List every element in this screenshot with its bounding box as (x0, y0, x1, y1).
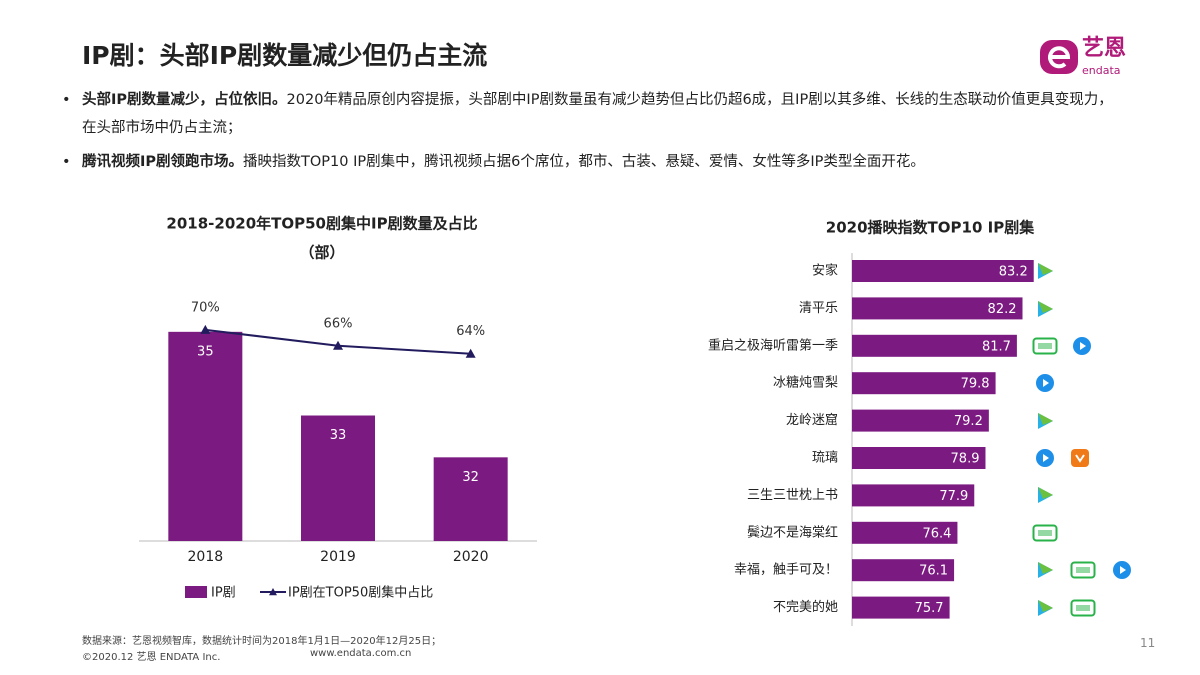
data-label: 66% (324, 316, 353, 331)
data-label: 64% (456, 324, 485, 339)
data-label: 77.9 (939, 489, 968, 504)
data-label: 79.2 (954, 414, 983, 429)
line-marker (200, 324, 211, 334)
bullet: 头部IP剧数量减少，占位依旧。2020年精品原创内容提振，头部剧中IP剧数量虽有… (62, 86, 1122, 142)
icon-iqiyi (1032, 337, 1058, 355)
icon-tencent (1038, 301, 1053, 317)
bar (852, 409, 989, 432)
data-label: 35 (197, 344, 214, 359)
legend-swatch (269, 588, 277, 596)
bar (852, 260, 1034, 282)
icon-tencent (1038, 413, 1053, 429)
icon-mango (1070, 448, 1090, 468)
bar (301, 415, 375, 541)
logo-mark (1048, 46, 1071, 69)
data-label: 76.4 (922, 526, 951, 541)
y-tick-label: 安家 (812, 263, 838, 279)
bar (852, 521, 958, 544)
icon-iqiyi (1070, 561, 1096, 579)
icon-iqiyi (1032, 524, 1058, 542)
icon-tencent (1038, 600, 1053, 616)
logo: 艺恩 endata (1040, 35, 1126, 77)
bar (852, 447, 986, 469)
x-tick-label: 2019 (320, 549, 356, 565)
url: www.endata.com.cn (310, 648, 412, 659)
data-label: 81.7 (982, 339, 1011, 354)
bar (852, 484, 975, 507)
icon-youku (1113, 561, 1131, 579)
bar (852, 559, 955, 582)
line-marker (333, 340, 343, 350)
logo-cn: 艺恩 (1082, 35, 1126, 61)
chart-title: 2020播映指数TOP10 IP剧集 (826, 219, 1035, 237)
bullet-text: 播映指数TOP10 IP剧集中，腾讯视频占据6个席位，都市、古装、悬疑、爱情、女… (243, 154, 925, 170)
logo-en: endata (1082, 64, 1121, 77)
bullet-text: 2020年精品原创内容提振，头部剧中IP剧数量虽有减少趋势但占比仍超6成，且IP… (82, 92, 1113, 136)
x-tick-label: 2018 (188, 549, 224, 565)
bar (852, 372, 996, 395)
data-label: 76.1 (919, 564, 948, 579)
data-label: 33 (330, 428, 347, 443)
bar (852, 596, 950, 619)
chart-title: 2018-2020年TOP50剧集中IP剧数量及占比 (166, 215, 477, 233)
page-number: 11 (1140, 636, 1156, 650)
bar (433, 457, 508, 541)
data-label: 75.7 (915, 601, 944, 616)
icon-tencent (1038, 562, 1053, 578)
data-label: 70% (191, 300, 220, 315)
y-tick-label: 不完美的她 (773, 599, 838, 615)
bullet-bold: 头部IP剧数量减少，占位依旧。 (82, 92, 287, 108)
y-tick-label: 三生三世枕上书 (747, 488, 838, 503)
data-label: 32 (462, 470, 479, 485)
icon-tencent (1038, 263, 1053, 279)
icon-youku (1036, 449, 1054, 467)
chart-subtitle: （部） (299, 244, 344, 262)
bullet-bold: 腾讯视频IP剧领跑市场。 (82, 154, 244, 170)
legend-label: IP剧在TOP50剧集中占比 (288, 585, 433, 601)
data-label: 83.2 (999, 265, 1028, 280)
line-marker (465, 348, 476, 358)
legend-label: IP剧 (211, 586, 236, 601)
slide-title: IP剧：头部IP剧数量减少但仍占主流 (82, 41, 488, 70)
y-tick-label: 冰糖炖雪梨 (773, 375, 838, 391)
legend-swatch (185, 586, 207, 598)
icon-tencent (1038, 487, 1053, 503)
platform-icons (1032, 263, 1131, 617)
y-tick-label: 清平乐 (799, 301, 838, 316)
y-tick-label: 鬓边不是海棠红 (747, 524, 838, 540)
bar (852, 297, 1023, 320)
y-tick-label: 琉璃 (812, 451, 838, 466)
data-label: 79.8 (961, 377, 990, 392)
icon-youku (1073, 337, 1091, 355)
bar (852, 334, 1017, 357)
bar (168, 331, 243, 541)
copyright: ©2020.12 艺恩 ENDATA Inc. (82, 652, 221, 663)
icon-iqiyi (1070, 599, 1096, 617)
y-tick-label: 龙岭迷窟 (786, 412, 838, 428)
data-label: 78.9 (951, 452, 980, 467)
x-tick-label: 2020 (453, 549, 489, 565)
y-tick-label: 重启之极海听雷第一季 (708, 337, 838, 353)
source: 数据来源：艺恩视频智库，数据统计时间为2018年1月1日—2020年12月25日… (82, 636, 442, 647)
bullet: 腾讯视频IP剧领跑市场。播映指数TOP10 IP剧集中，腾讯视频占据6个席位，都… (62, 148, 1122, 176)
icon-youku (1036, 374, 1054, 392)
data-label: 82.2 (988, 302, 1017, 317)
y-tick-label: 幸福，触手可及！ (734, 563, 838, 578)
